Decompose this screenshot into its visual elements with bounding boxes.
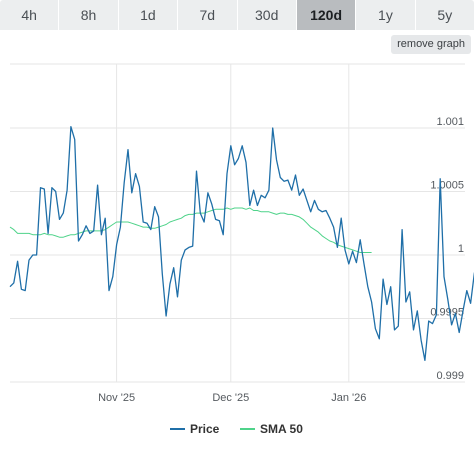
x-tick-label: Jan '26 [331, 392, 366, 404]
tab-1d[interactable]: 1d [118, 0, 179, 30]
tab-5y[interactable]: 5y [415, 0, 474, 30]
y-tick-label: 1.0005 [430, 180, 464, 192]
series-line-sma-50 [9, 207, 372, 253]
tab-7d[interactable]: 7d [178, 0, 238, 30]
tab-120d[interactable]: 120d [296, 0, 357, 30]
legend-label: Price [190, 422, 220, 436]
tab-30d[interactable]: 30d [237, 0, 297, 30]
y-tick-label: 1 [458, 243, 464, 255]
legend-label: SMA 50 [260, 422, 303, 436]
chart-legend: Price SMA 50 [170, 422, 303, 436]
x-axis-labels: Nov '25 Dec '25 Jan '26 [98, 392, 366, 404]
x-tick-label: Dec '25 [212, 392, 249, 404]
x-tick-label: Nov '25 [98, 392, 135, 404]
tab-4h[interactable]: 4h [0, 0, 60, 30]
series-line-price [9, 126, 474, 362]
y-tick-label: 1.001 [436, 116, 464, 128]
tab-1y[interactable]: 1y [356, 0, 416, 30]
tab-8h[interactable]: 8h [59, 0, 119, 30]
chart-grid [10, 63, 465, 383]
y-tick-label: 0.999 [436, 370, 464, 382]
timeframe-tabs: 4h 8h 1d 7d 30d 120d 1y 5y [0, 0, 474, 31]
remove-graph-button[interactable]: remove graph [391, 35, 471, 54]
chart-series [9, 126, 474, 362]
